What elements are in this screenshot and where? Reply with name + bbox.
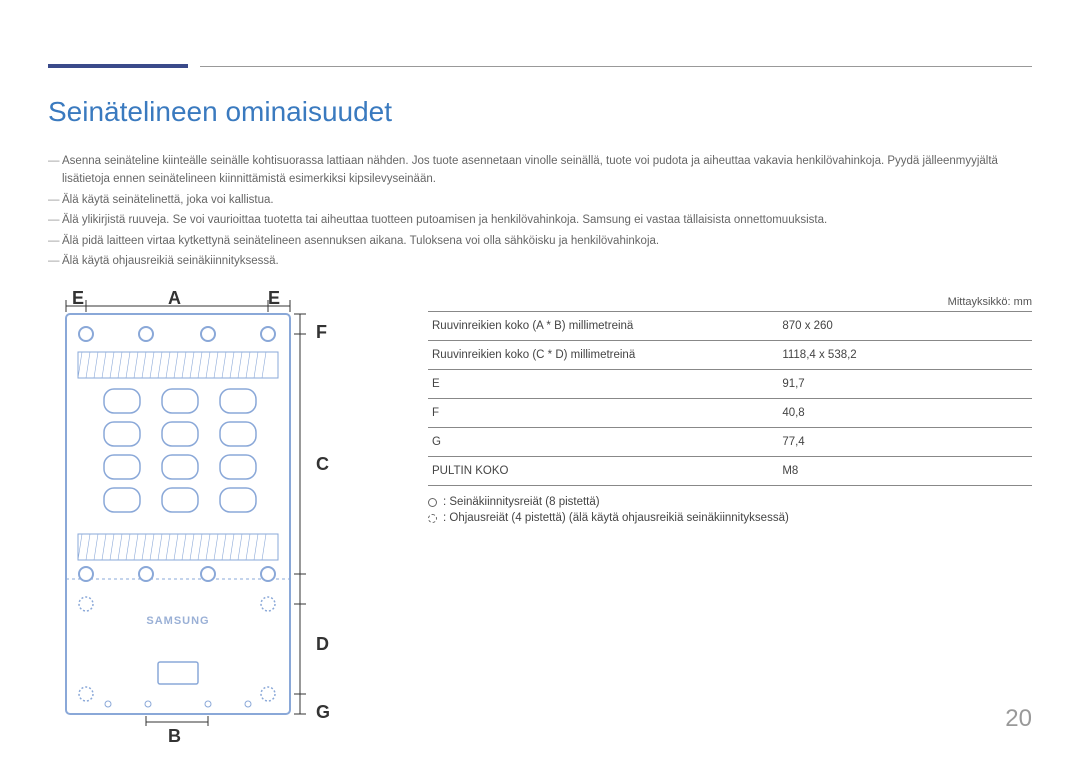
legend-solid-text: : Seinäkiinnitysreiät (8 pistettä) [443,496,600,508]
warning-item: ―Älä ylikirjistä ruuveja. Se voi vaurioi… [48,211,1032,229]
page-number: 20 [1005,705,1032,733]
table-row: E91,7 [428,370,1032,399]
warning-text: Älä pidä laitteen virtaa kytkettynä sein… [62,232,1032,250]
dim-label-F: F [316,322,327,343]
dash-icon: ― [48,152,62,170]
spec-value: M8 [778,457,1032,486]
spec-label: E [428,370,778,399]
legend-solid-row: : Seinäkiinnitysreiät (8 pistettä) [428,496,1032,508]
dash-icon: ― [48,252,62,270]
dim-label-A: A [168,288,181,309]
spec-label: Ruuvinreikien koko (C * D) millimetreinä [428,341,778,370]
warning-text: Älä ylikirjistä ruuveja. Se voi vaurioit… [62,211,1032,229]
table-row: PULTIN KOKOM8 [428,457,1032,486]
header-accent-bar [48,64,188,68]
dash-icon: ― [48,232,62,250]
warning-text: Älä käytä seinätelinettä, joka voi kalli… [62,191,1032,209]
spec-value: 40,8 [778,399,1032,428]
dash-icon: ― [48,211,62,229]
dash-icon: ― [48,191,62,209]
table-row: Ruuvinreikien koko (A * B) millimetreinä… [428,312,1032,341]
spec-column: Mittayksikkö: mm Ruuvinreikien koko (A *… [428,294,1032,731]
page-heading: Seinätelineen ominaisuudet [48,96,1032,128]
table-row: Ruuvinreikien koko (C * D) millimetreinä… [428,341,1032,370]
legend-dashed-row: : Ohjausreiät (4 pistettä) (älä käytä oh… [428,512,1032,524]
dim-label-C: C [316,454,329,475]
warning-text: Älä käytä ohjausreikiä seinäkiinnitykses… [62,252,1032,270]
dashed-circle-icon [428,514,437,523]
solid-circle-icon [428,498,437,507]
mounting-diagram: SAMSUNG [48,294,308,726]
diagram-column: E A E F C D G B SAMSUNG [48,294,348,731]
spec-value: 77,4 [778,428,1032,457]
dim-label-B: B [168,726,181,747]
warning-item: ―Älä käytä ohjausreikiä seinäkiinnitykse… [48,252,1032,270]
svg-text:SAMSUNG: SAMSUNG [146,615,209,627]
warning-item: ―Älä käytä seinätelinettä, joka voi kall… [48,191,1032,209]
spec-value: 870 x 260 [778,312,1032,341]
unit-label: Mittayksikkö: mm [428,296,1032,308]
spec-label: G [428,428,778,457]
legend: : Seinäkiinnitysreiät (8 pistettä) : Ohj… [428,496,1032,524]
spec-label: PULTIN KOKO [428,457,778,486]
warnings-list: ―Asenna seinäteline kiinteälle seinälle … [48,152,1032,270]
spec-value: 91,7 [778,370,1032,399]
dim-label-D: D [316,634,329,655]
dim-label-E-right: E [268,288,280,309]
spec-value: 1118,4 x 538,2 [778,341,1032,370]
table-row: G77,4 [428,428,1032,457]
warning-item: ―Älä pidä laitteen virtaa kytkettynä sei… [48,232,1032,250]
warning-text: Asenna seinäteline kiinteälle seinälle k… [62,152,1032,189]
dim-label-E-left: E [72,288,84,309]
spec-label: Ruuvinreikien koko (A * B) millimetreinä [428,312,778,341]
legend-dashed-text: : Ohjausreiät (4 pistettä) (älä käytä oh… [443,512,789,524]
spec-table: Ruuvinreikien koko (A * B) millimetreinä… [428,311,1032,486]
header-rule [200,66,1032,67]
diagram-wrap: E A E F C D G B SAMSUNG [48,294,348,731]
table-row: F40,8 [428,399,1032,428]
warning-item: ―Asenna seinäteline kiinteälle seinälle … [48,152,1032,189]
spec-label: F [428,399,778,428]
dim-label-G: G [316,702,330,723]
